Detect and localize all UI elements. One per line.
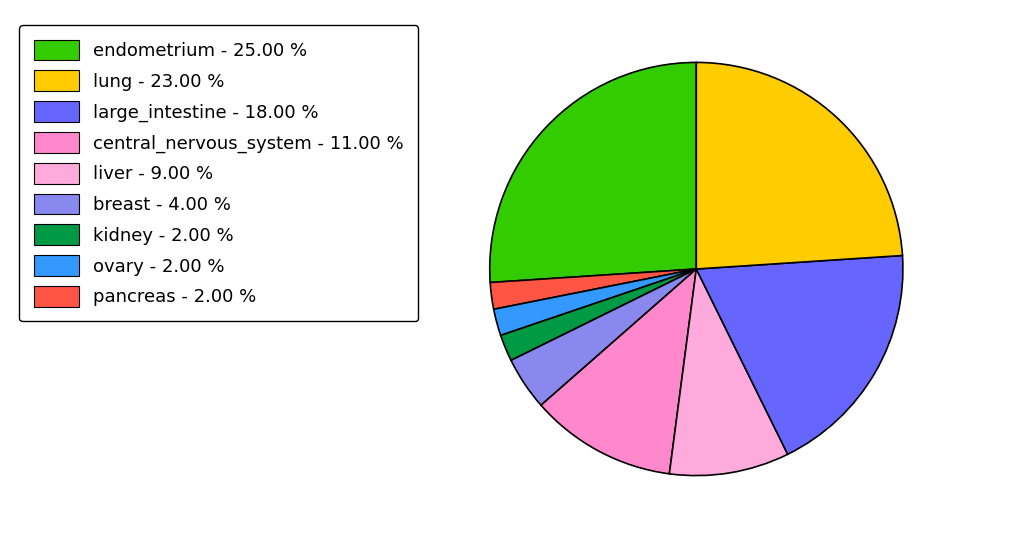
Legend: endometrium - 25.00 %, lung - 23.00 %, large_intestine - 18.00 %, central_nervou: endometrium - 25.00 %, lung - 23.00 %, l… <box>19 25 419 321</box>
Wedge shape <box>489 62 696 282</box>
Wedge shape <box>501 269 696 360</box>
Wedge shape <box>511 269 696 405</box>
Wedge shape <box>696 256 903 454</box>
Wedge shape <box>490 269 696 309</box>
Wedge shape <box>541 269 696 474</box>
Wedge shape <box>670 269 787 476</box>
Wedge shape <box>696 62 902 269</box>
Wedge shape <box>494 269 696 335</box>
